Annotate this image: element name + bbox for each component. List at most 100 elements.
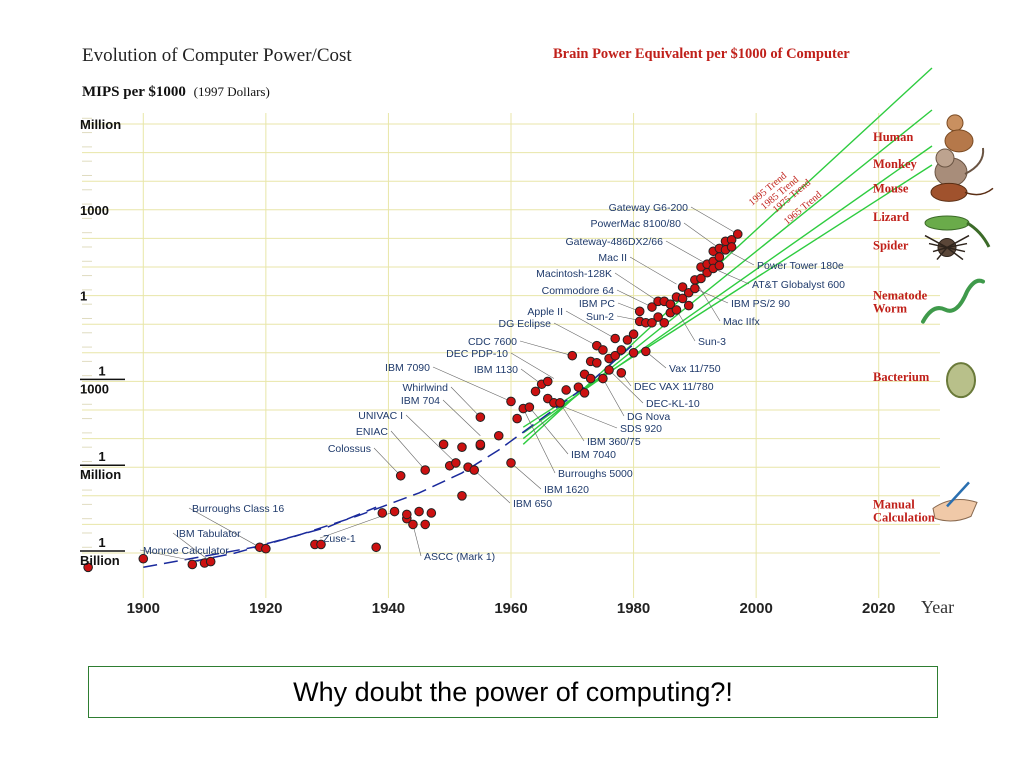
y-tick-label: 1000 (80, 203, 109, 218)
annotation-leader (373, 447, 401, 476)
data-point (524, 402, 535, 412)
data-point (371, 542, 381, 553)
annotation-label: Power Tower 180e (757, 260, 844, 272)
annotation-label: Gateway-486DX2/66 (566, 236, 664, 248)
annotation-label: AT&T Globalyst 600 (752, 279, 845, 291)
brain-equivalent-label-line2: Calculation (873, 510, 935, 524)
annotation-label: Macintosh-128K (536, 268, 612, 280)
y-tick-label: Million (80, 117, 121, 132)
data-point (83, 562, 93, 573)
annotation-leader (432, 366, 512, 402)
annotation-label: Burroughs Class 16 (192, 503, 284, 515)
annotation-label: DG Nova (627, 411, 670, 423)
annotation-label: SDS 920 (620, 423, 662, 435)
annotation-label: DEC PDP-10 (446, 348, 508, 360)
annotation-label: DG Eclipse (498, 318, 551, 330)
x-tick-label: 2000 (739, 600, 772, 617)
x-axis-label: Year (921, 597, 954, 617)
monkey-icon (934, 147, 985, 187)
data-point (414, 506, 424, 517)
trend-line (522, 164, 933, 428)
data-point (426, 508, 437, 518)
annotation-label: Mac IIfx (723, 316, 761, 328)
data-point (438, 439, 449, 450)
data-point (138, 553, 149, 564)
data-point (628, 329, 639, 340)
annotation-label: IBM 704 (401, 395, 440, 407)
annotation-leader (474, 469, 511, 504)
mouse-icon (930, 182, 994, 202)
human-body (944, 129, 974, 153)
data-point (714, 260, 725, 271)
data-point (555, 398, 565, 408)
monkey-head (935, 148, 955, 168)
annotation-leader (522, 408, 556, 474)
spider-leg (946, 246, 966, 253)
annotation-leader (725, 249, 755, 266)
y-axis-label: MIPS per $1000 (1997 Dollars) (82, 84, 270, 100)
data-point (377, 508, 388, 518)
data-point (457, 491, 467, 501)
x-tick-label: 1940 (372, 600, 405, 617)
bacterium-icon (946, 362, 976, 399)
annotation-label: Sun-2 (586, 311, 614, 323)
data-point (389, 506, 400, 517)
annotation-label: IBM 360/75 (587, 436, 641, 448)
data-point (469, 465, 480, 475)
annotation-label: PowerMac 8100/80 (591, 218, 682, 230)
brain-equivalents-panel: Human Monkey Mouse Lizard Spider NematodeWorm… (873, 114, 994, 524)
annotation-leader (172, 532, 211, 562)
data-point (641, 346, 651, 357)
data-point (616, 345, 627, 355)
bacterium-body (946, 362, 976, 399)
annotation-leader (608, 369, 644, 404)
y-tick-numerator: 1 (98, 535, 105, 550)
annotations: Gateway G6-200 PowerMac 8100/80 Gateway-48… (143, 202, 845, 563)
data-point (451, 458, 461, 468)
y-axis-note: (1997 Dollars) (194, 84, 270, 99)
data-point (598, 373, 608, 384)
spider-leg (946, 246, 964, 261)
annotation-leader (616, 289, 653, 308)
annotation-leader (510, 352, 555, 379)
hand-shape (932, 498, 978, 522)
annotation-leader (553, 322, 597, 346)
annotation-label: DEC-KL-10 (646, 398, 700, 410)
data-point (732, 229, 743, 239)
data-point (647, 317, 657, 328)
data-point (585, 373, 596, 384)
data-points (83, 229, 743, 573)
brain-equivalent-label: Bacterium (873, 370, 930, 384)
data-point (714, 252, 725, 262)
annotation-leader (450, 386, 481, 418)
data-point (475, 412, 486, 422)
spider-leg (928, 242, 948, 249)
annotation-label: IBM 650 (513, 498, 552, 510)
brain-equivalent-label: Monkey (873, 157, 918, 171)
data-point (677, 293, 688, 304)
annotation-label: DEC VAX 11/780 (634, 381, 714, 393)
data-point (420, 519, 431, 530)
grid (82, 113, 940, 598)
data-point (579, 388, 590, 398)
mouse-tail (964, 187, 994, 196)
brain-equivalent-label: Spider (873, 239, 909, 253)
lizard-icon (924, 215, 991, 248)
data-point (659, 317, 670, 328)
annotation-label: CDC 7600 (468, 336, 517, 348)
annotation-label: IBM 7090 (385, 362, 430, 374)
worm-icon (921, 278, 985, 324)
axes: 1900 1920 1940 1960 1980 2000 2020 Million 1000 1… (80, 117, 895, 617)
annotation-label: ASCC (Mark 1) (424, 551, 495, 563)
data-point (493, 430, 504, 441)
data-point (671, 305, 682, 315)
spider-leg (924, 234, 948, 249)
data-point (402, 509, 412, 520)
spider-icon (924, 234, 970, 261)
human-head (946, 114, 964, 132)
data-point (696, 273, 706, 284)
annotation-leaders (139, 206, 755, 564)
annotation-label: IBM 1130 (474, 364, 518, 376)
spider-leg (936, 247, 948, 261)
